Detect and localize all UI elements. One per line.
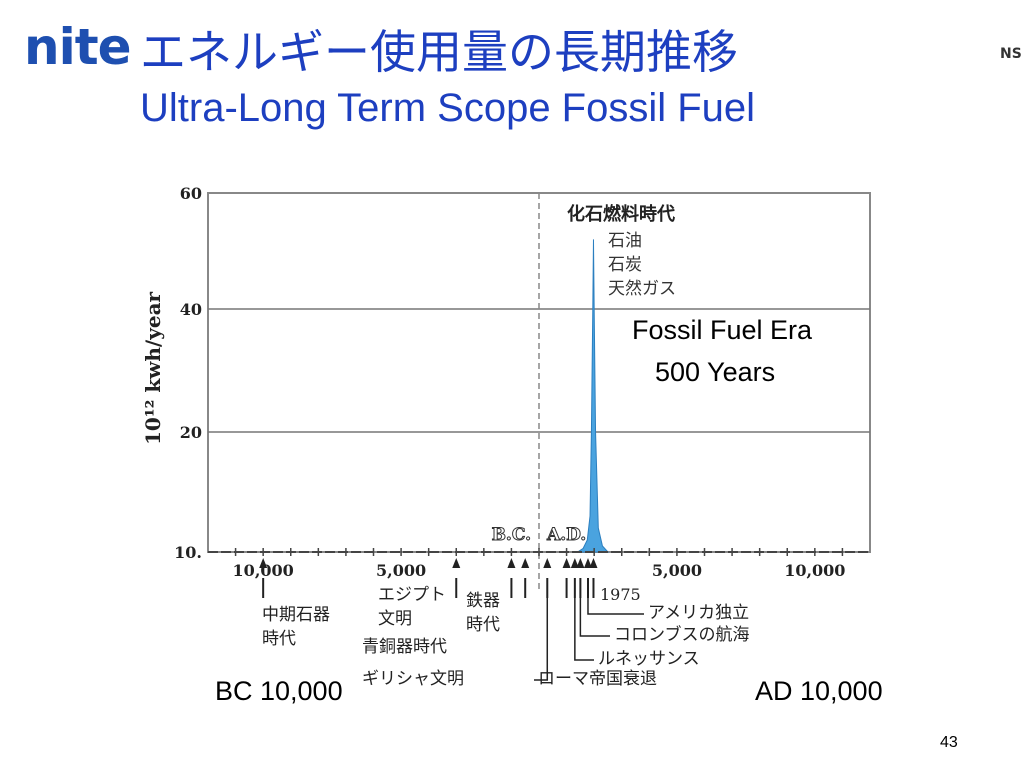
peak-sublabel: 石油 (608, 231, 642, 251)
x-tick-label: 5,000 (376, 561, 426, 580)
page-number: 43 (940, 734, 958, 751)
event-label-renaissance: ルネッサンス (598, 649, 700, 669)
event-arrow-head (562, 558, 571, 568)
event-label-iron-age: 時代 (466, 615, 500, 635)
event-label-iron-age: 鉄器 (466, 591, 500, 611)
event-label-rome: ローマ帝国衰退 (538, 669, 657, 689)
nite-logo: nite (24, 18, 132, 76)
event-label-1975: 1975 (600, 585, 641, 604)
fossil-era-label: Fossil Fuel Era (632, 315, 813, 345)
event-label-paleolithic: 時代 (262, 629, 296, 649)
event-label-columbus: コロンブスの航海 (614, 624, 750, 645)
peak-label: 化石燃料時代 (567, 203, 675, 225)
chart-axes: 60 40 20 10. 10¹² kwh/year 10,000 5,000 5,000 10… (141, 184, 870, 580)
y-tick-label: 20 (180, 423, 202, 442)
event-arrow-head (570, 558, 579, 568)
event-arrow-head (507, 558, 516, 568)
fossil-fuel-spike (575, 239, 610, 553)
event-arrow-head (521, 558, 530, 568)
event-label-egypt: 文明 (378, 609, 412, 629)
event-leader (574, 598, 594, 661)
event-arrow-head (543, 558, 552, 568)
event-arrow-head (452, 558, 461, 568)
event-label-american-independence: アメリカ独立 (648, 603, 749, 623)
corner-tag: NS (1000, 46, 1022, 62)
bc-range-label: BC 10,000 (215, 676, 343, 706)
ad-marker: A.D. (546, 525, 586, 545)
fossil-era-years-label: 500 Years (655, 357, 776, 387)
y-axis-label: 10¹² kwh/year (141, 291, 165, 445)
peak-sublabel: 石炭 (608, 255, 642, 275)
page-title: エネルギー使用量の長期推移 (140, 25, 738, 79)
event-leader (534, 598, 549, 681)
event-arrow-head (589, 558, 598, 568)
chart-series (575, 239, 610, 553)
event-leader (579, 598, 610, 637)
event-leader (587, 598, 644, 615)
y-tick-label: 40 (180, 300, 202, 319)
event-arrow-head (583, 558, 592, 568)
event-label-greece: ギリシャ文明 (362, 669, 464, 689)
y-tick-label: 10. (174, 543, 202, 562)
x-tick-label: 10,000 (784, 561, 845, 580)
bc-marker: B.C. (492, 525, 531, 545)
event-arrow-head (576, 558, 585, 568)
x-tick-label: 10,000 (233, 561, 294, 580)
event-arrow-head (259, 558, 268, 568)
y-tick-label: 60 (180, 184, 202, 203)
chart-annotations: B.C. A.D.化石燃料時代石油石炭天然ガス中期石器時代エジプト文明鉄器時代青銅… (259, 203, 750, 689)
event-label-egypt: エジプト (378, 585, 446, 605)
ad-range-label: AD 10,000 (755, 676, 883, 706)
chart-grid (207, 192, 871, 592)
x-tick-label: 5,000 (652, 561, 702, 580)
page-subtitle: Ultra-Long Term Scope Fossil Fuel (140, 86, 756, 130)
event-label-paleolithic: 中期石器 (262, 605, 330, 625)
event-label-bronze-age: 青銅器時代 (362, 637, 447, 657)
peak-sublabel: 天然ガス (608, 279, 676, 299)
